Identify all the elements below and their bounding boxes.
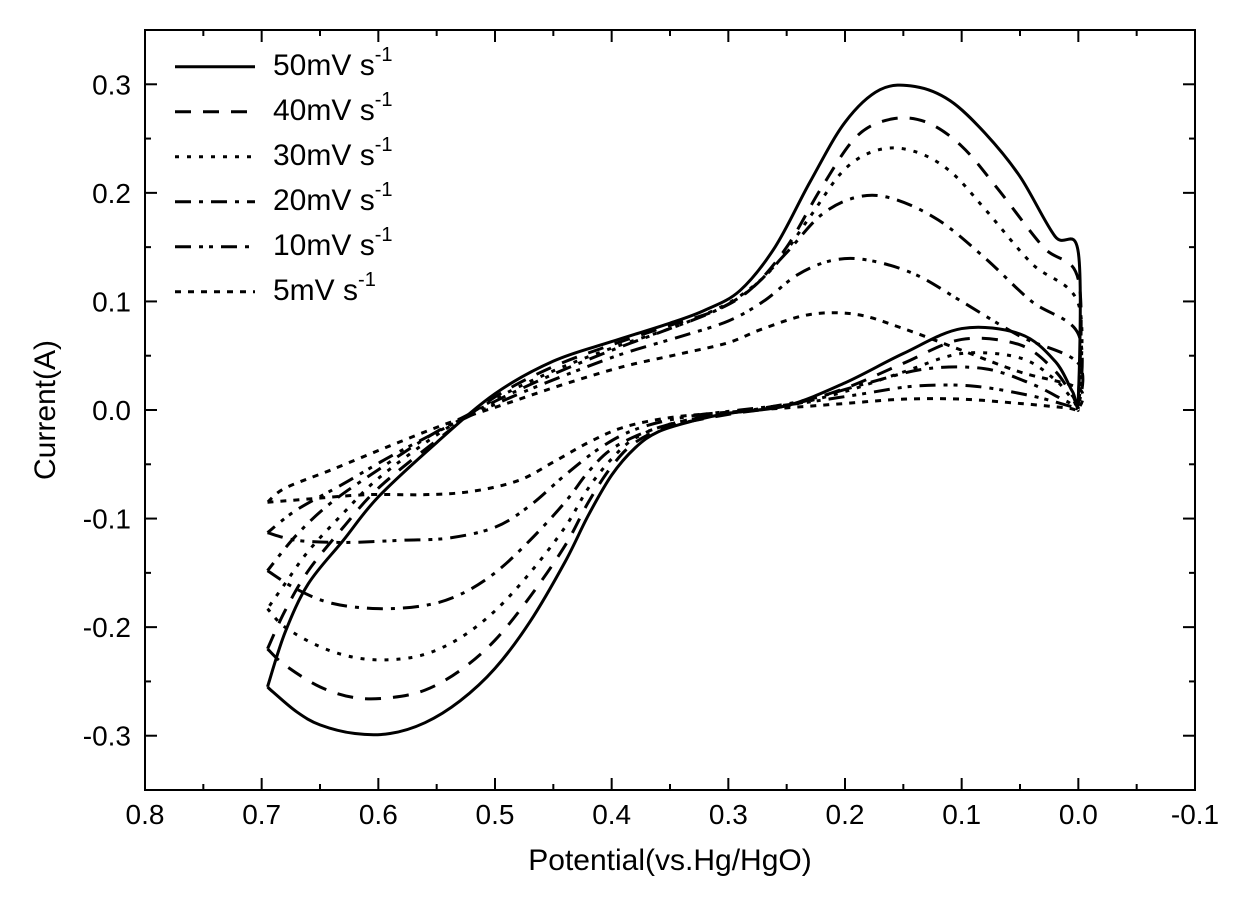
x-tick-label: -0.1 — [1171, 799, 1219, 830]
x-tick-label: 0.8 — [126, 799, 165, 830]
legend-label-20mv: 20mV s-1 — [273, 179, 393, 217]
x-tick-label: 0.7 — [242, 799, 281, 830]
x-tick-label: 0.1 — [942, 799, 981, 830]
legend-label-30mv: 30mV s-1 — [273, 134, 393, 172]
legend-label-40mv: 40mV s-1 — [273, 89, 393, 127]
legend-label-50mv: 50mV s-1 — [273, 44, 393, 82]
x-tick-label: 0.5 — [476, 799, 515, 830]
y-tick-label: 0.2 — [92, 178, 131, 209]
x-tick-label: 0.2 — [826, 799, 865, 830]
y-tick-label: -0.3 — [83, 721, 131, 752]
cv-chart: 0.8 0.7 0.6 0.5 0.4 0.3 0.2 0.1 0.0 -0.1 Potential… — [0, 0, 1240, 907]
x-tick-label: 0.0 — [1059, 799, 1098, 830]
y-tick-label: -0.2 — [83, 612, 131, 643]
x-axis-label: Potential(vs.Hg/HgO) — [528, 844, 811, 877]
x-tick-label: 0.4 — [592, 799, 631, 830]
y-axis-label: Current(A) — [29, 340, 62, 480]
y-tick-label: 0.1 — [92, 286, 131, 317]
y-tick-label: 0.0 — [92, 395, 131, 426]
legend-label-10mv: 10mV s-1 — [273, 224, 393, 262]
x-tick-label: 0.3 — [709, 799, 748, 830]
y-tick-label: 0.3 — [92, 69, 131, 100]
y-tick-label: -0.1 — [83, 504, 131, 535]
x-tick-label: 0.6 — [359, 799, 398, 830]
